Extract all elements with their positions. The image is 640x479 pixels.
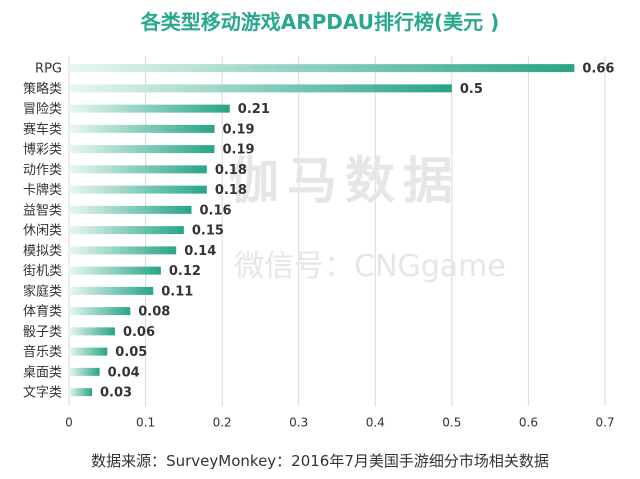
bar — [69, 64, 575, 73]
bar — [69, 388, 92, 397]
x-tick-label: 0.4 — [366, 415, 385, 429]
value-label: 0.06 — [123, 325, 155, 340]
bar — [69, 104, 230, 113]
bar — [69, 347, 108, 356]
value-label: 0.21 — [238, 102, 270, 117]
data-source-note: 数据来源：SurveyMonkey：2016年7月美国手游细分市场相关数据 — [91, 452, 549, 470]
category-label: 博彩类 — [23, 143, 62, 158]
category-label: 音乐类 — [23, 344, 62, 360]
bar — [69, 226, 184, 235]
value-label: 0.66 — [582, 62, 614, 77]
bar — [69, 124, 215, 133]
category-label: 卡牌类 — [23, 182, 62, 198]
bar — [69, 84, 452, 93]
value-label: 0.18 — [215, 163, 247, 178]
watermark-main: 伽马数据 — [229, 152, 461, 210]
value-label: 0.12 — [169, 264, 201, 279]
x-tick-label: 0.3 — [289, 415, 308, 429]
bar — [69, 327, 115, 336]
bar — [69, 286, 154, 295]
bar — [69, 246, 177, 255]
category-label: 赛车类 — [23, 121, 62, 137]
bar — [69, 367, 100, 376]
value-label: 0.08 — [138, 305, 170, 320]
category-label: 休闲类 — [23, 224, 62, 239]
category-label: 动作类 — [23, 163, 62, 178]
value-label: 0.11 — [161, 284, 193, 299]
bar — [69, 185, 207, 194]
value-label: 0.16 — [200, 203, 232, 218]
value-label: 0.14 — [184, 244, 216, 259]
category-label: 策略类 — [23, 81, 62, 97]
value-label: 0.04 — [108, 365, 140, 380]
chart-title: 各类型移动游戏ARPDAU排行榜(美元 ) — [140, 10, 500, 34]
category-label: 体育类 — [23, 304, 62, 320]
category-label: RPG — [35, 62, 62, 77]
value-label: 0.5 — [460, 82, 483, 97]
value-label: 0.15 — [192, 224, 224, 239]
value-label: 0.18 — [215, 183, 247, 198]
category-label: 街机类 — [23, 264, 62, 279]
bar — [69, 307, 131, 316]
value-label: 0.19 — [222, 143, 254, 158]
value-label: 0.05 — [115, 345, 147, 360]
x-tick-label: 0.7 — [595, 415, 614, 429]
category-label: 骰子类 — [23, 325, 62, 340]
x-tick-label: 0.1 — [136, 415, 155, 429]
bar — [69, 145, 215, 154]
x-tick-label: 0.6 — [519, 415, 538, 429]
x-tick-label: 0 — [65, 415, 73, 429]
bar — [69, 205, 192, 214]
category-label: 桌面类 — [23, 365, 62, 380]
value-label: 0.03 — [100, 386, 132, 401]
category-label: 益智类 — [23, 203, 62, 218]
bar — [69, 266, 161, 275]
x-tick-label: 0.2 — [213, 415, 232, 429]
category-label: 家庭类 — [23, 283, 62, 299]
watermark-sub: 微信号：CNGgame — [234, 249, 506, 284]
x-tick-label: 0.5 — [442, 415, 461, 429]
category-label: 文字类 — [23, 386, 62, 401]
category-label: 冒险类 — [23, 102, 62, 117]
bar — [69, 165, 207, 174]
category-label: 模拟类 — [23, 244, 62, 259]
value-label: 0.19 — [222, 122, 254, 137]
